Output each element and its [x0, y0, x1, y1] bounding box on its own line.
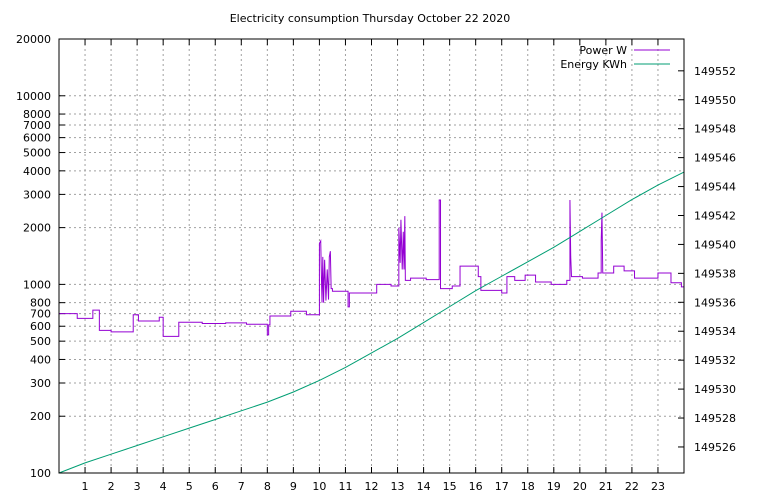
y-left-tick-label: 400: [30, 353, 51, 366]
series-line-energy: [58, 171, 685, 474]
y-left-tick-label: 7000: [23, 119, 51, 132]
legend: Power W Energy KWh: [560, 44, 670, 71]
y-left-tick-label: 5000: [23, 147, 51, 160]
x-tick-label: 2: [108, 480, 115, 493]
x-tick-label: 19: [547, 480, 561, 493]
x-tick-label: 22: [625, 480, 639, 493]
y-right-tick-label: 149550: [694, 94, 736, 107]
x-tick-label: 14: [417, 480, 431, 493]
y-left-tick-label: 800: [30, 297, 51, 310]
y-right-tick-label: 149530: [694, 383, 736, 396]
grid: [59, 38, 684, 474]
x-tick-label: 13: [391, 480, 405, 493]
x-tick-label: 20: [573, 480, 587, 493]
y-right-tick-label: 149538: [694, 267, 736, 280]
axes: 1 2 3 4 5 6 7 8 9 10 11 12 13 14 15 16 17 18 19 20 21 22 23100…: [16, 33, 736, 493]
series-line-power: [59, 199, 684, 337]
x-tick-label: 1: [82, 480, 89, 493]
y-left-tick-label: 3000: [23, 188, 51, 201]
x-tick-label: 17: [495, 480, 509, 493]
y-right-tick-label: 149526: [694, 441, 736, 454]
y-left-tick-label: 4000: [23, 165, 51, 178]
x-tick-label: 12: [365, 480, 379, 493]
series-layer: [58, 171, 685, 474]
y-right-tick-label: 149546: [694, 152, 736, 165]
y-left-tick-label: 600: [30, 320, 51, 333]
y-right-tick-label: 149548: [694, 123, 736, 136]
y-left-tick-label: 200: [30, 410, 51, 423]
x-tick-label: 6: [212, 480, 219, 493]
x-tick-label: 21: [599, 480, 613, 493]
y-left-tick-label: 6000: [23, 132, 51, 145]
x-tick-label: 4: [160, 480, 167, 493]
y-left-tick-label: 20000: [16, 33, 51, 46]
x-tick-label: 9: [290, 480, 297, 493]
x-tick-label: 11: [338, 480, 352, 493]
legend-label-energy: Energy KWh: [560, 58, 627, 71]
x-tick-label: 18: [521, 480, 535, 493]
x-tick-label: 16: [469, 480, 483, 493]
y-left-tick-label: 1000: [23, 278, 51, 291]
y-left-tick-label: 10000: [16, 90, 51, 103]
y-right-tick-label: 149542: [694, 209, 736, 222]
plot-frame: [58, 38, 685, 474]
chart-title: Electricity consumption Thursday October…: [230, 12, 511, 25]
y-left-tick-label: 8000: [23, 108, 51, 121]
y-left-tick-label: 700: [30, 308, 51, 321]
x-tick-label: 3: [134, 480, 141, 493]
x-tick-label: 5: [186, 480, 193, 493]
y-right-tick-label: 149528: [694, 412, 736, 425]
y-right-tick-label: 149544: [694, 181, 736, 194]
x-tick-label: 15: [443, 480, 457, 493]
y-right-tick-label: 149534: [694, 325, 736, 338]
y-right-tick-label: 149552: [694, 65, 736, 78]
x-tick-label: 7: [238, 480, 245, 493]
y-left-tick-label: 2000: [23, 222, 51, 235]
x-tick-label: 23: [651, 480, 665, 493]
x-tick-label: 10: [312, 480, 326, 493]
legend-label-power: Power W: [579, 44, 627, 57]
y-right-tick-label: 149536: [694, 296, 736, 309]
y-left-tick-label: 300: [30, 377, 51, 390]
y-right-tick-label: 149540: [694, 238, 736, 251]
y-left-tick-label: 100: [30, 467, 51, 480]
y-left-tick-label: 500: [30, 335, 51, 348]
x-tick-label: 8: [264, 480, 271, 493]
y-right-tick-label: 149532: [694, 354, 736, 367]
